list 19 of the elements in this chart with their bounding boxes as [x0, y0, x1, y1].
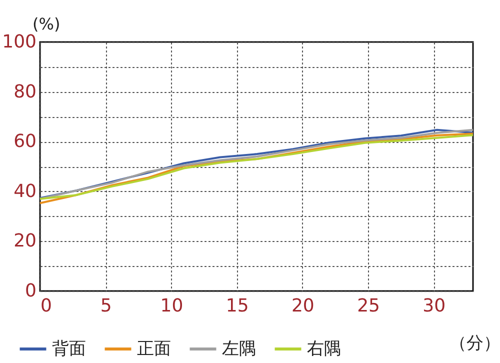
x-tick-label: 30	[422, 296, 446, 316]
x-axis-title: （分）	[450, 334, 500, 354]
x-tick-label: 0	[40, 296, 52, 316]
y-tick-label: 0	[25, 280, 36, 302]
legend-label: 右隅	[307, 339, 341, 359]
y-tick-label: 40	[14, 180, 36, 202]
legend-label: 正面	[137, 339, 171, 359]
y-tick-label: 80	[14, 81, 36, 102]
legend-label: 左隅	[222, 339, 256, 359]
legend-label: 背面	[52, 339, 86, 359]
y-tick-label: 60	[14, 131, 36, 152]
y-tick-label: 100	[2, 32, 36, 52]
x-tick-label: 5	[100, 296, 112, 316]
x-tick-label: 20	[291, 296, 314, 316]
y-axis-title: (%)	[32, 14, 60, 34]
x-tick-label: 15	[226, 296, 249, 316]
y-tick-label: 20	[14, 230, 36, 252]
x-tick-label: 10	[160, 296, 184, 316]
x-tick-label: 25	[357, 296, 380, 316]
